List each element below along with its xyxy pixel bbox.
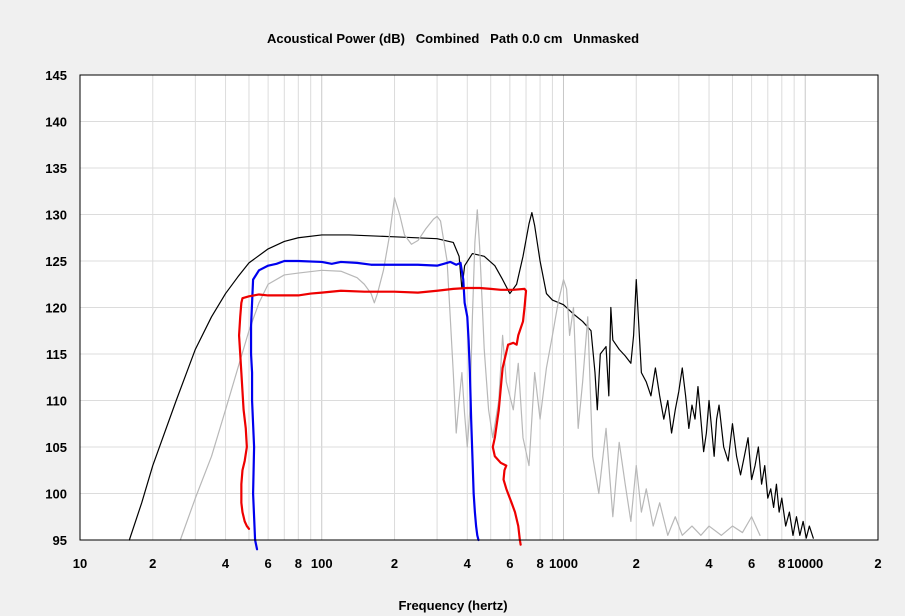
x-tick-label-1: 2 [149, 556, 156, 571]
y-tick-label-1: 140 [45, 115, 67, 130]
x-tick-label-11: 2 [633, 556, 640, 571]
x-tick-label-5: 100 [311, 556, 333, 571]
x-tick-label-13: 6 [748, 556, 755, 571]
x-tick-label-9: 8 [536, 556, 543, 571]
y-tick-label-4: 125 [45, 254, 67, 269]
series-layer [128, 197, 814, 551]
series-line-2 [249, 259, 480, 551]
x-tick-label-4: 8 [295, 556, 302, 571]
x-tick-label-14: 8 [778, 556, 785, 571]
y-tick-label-5: 120 [45, 301, 67, 316]
y-tick-label-8: 105 [45, 440, 67, 455]
y-tick-label-9: 100 [45, 487, 67, 502]
y-tick-label-3: 130 [45, 208, 67, 223]
y-tick-labels: 145 140 135 130 125 120 115 110 105 100 95 [45, 68, 67, 548]
series-line-0 [128, 212, 814, 541]
x-tick-label-0: 10 [73, 556, 87, 571]
x-tick-label-3: 6 [264, 556, 271, 571]
x-tick-labels: 10 2 4 6 8 100 2 4 6 8 1000 2 4 6 8 10000 2 [73, 556, 882, 571]
chart-title: Acoustical Power (dB) Combined Path 0.0 … [267, 31, 639, 46]
grid-layer [80, 74, 878, 541]
x-tick-label-8: 6 [506, 556, 513, 571]
x-tick-label-12: 4 [705, 556, 713, 571]
x-tick-label-7: 4 [464, 556, 472, 571]
plot-border [79, 74, 879, 541]
x-tick-label-10: 1000 [549, 556, 578, 571]
y-tick-label-6: 115 [46, 347, 67, 362]
series-line-1 [179, 197, 761, 541]
y-tick-label-2: 135 [45, 161, 67, 176]
x-axis-label: Frequency (hertz) [398, 598, 507, 613]
x-tick-label-6: 2 [391, 556, 398, 571]
y-tick-label-0: 145 [45, 68, 67, 83]
y-tick-label-10: 95 [53, 533, 67, 548]
x-tick-label-2: 4 [222, 556, 230, 571]
x-tick-label-16: 2 [874, 556, 881, 571]
y-tick-label-7: 110 [46, 394, 67, 409]
x-tick-label-15: 10000 [787, 556, 823, 571]
series-line-3 [237, 286, 528, 546]
